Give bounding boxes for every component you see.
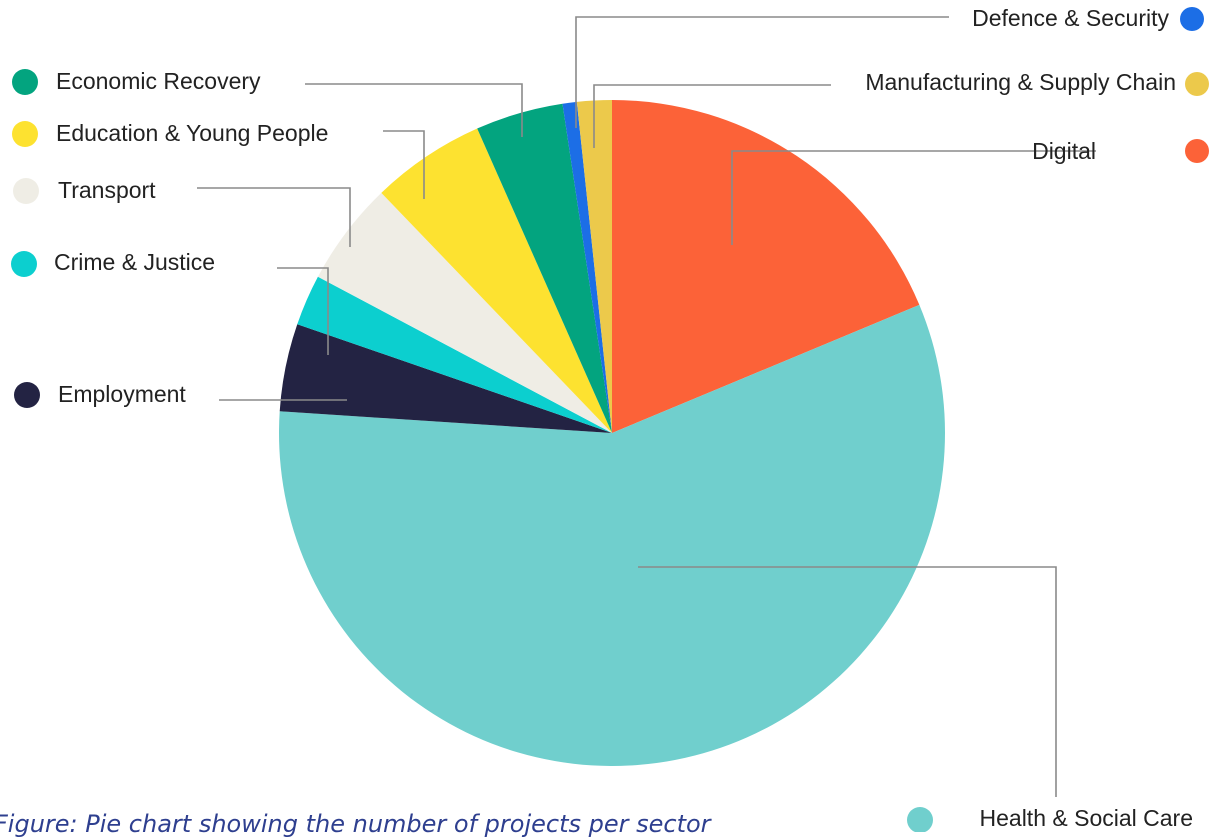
slice-label-digital: Digital (1032, 138, 1096, 164)
leader-line-manufacturing-and-supply-chain (593, 84, 831, 148)
legend-marker-digital (1185, 139, 1209, 163)
leader-lines (197, 16, 1096, 797)
pie-slices (278, 100, 945, 767)
slice-economic-recovery[interactable] (477, 103, 612, 433)
legend-marker-defence-and-security (1180, 7, 1204, 31)
slice-label-crime-and-justice: Crime & Justice (54, 249, 215, 275)
slice-labels: Digital Health & Social Care Employment Cri… (11, 5, 1209, 832)
legend-marker-employment (14, 382, 40, 408)
legend-marker-transport (13, 178, 39, 204)
leader-line-digital (731, 150, 1096, 245)
legend-marker-manufacturing-and-supply-chain (1185, 72, 1209, 96)
leader-line-crime-and-justice (277, 267, 329, 355)
slice-label-employment: Employment (58, 381, 186, 407)
slice-health-and-social-care[interactable] (278, 304, 945, 767)
legend-marker-education-and-young-people (12, 121, 38, 147)
leader-line-defence-and-security (575, 16, 949, 128)
slice-crime-and-justice[interactable] (297, 276, 612, 433)
slice-label-education-and-young-people: Education & Young People (56, 120, 328, 146)
slice-defence-and-security[interactable] (562, 101, 612, 434)
slice-digital[interactable] (612, 100, 920, 433)
figure-caption: Figure: Pie chart showing the number of … (0, 810, 711, 838)
slice-label-transport: Transport (58, 177, 156, 203)
slice-transport[interactable] (317, 192, 612, 433)
slice-label-manufacturing-and-supply-chain: Manufacturing & Supply Chain (865, 69, 1176, 95)
leader-line-education-and-young-people (383, 130, 425, 199)
slice-manufacturing-and-supply-chain[interactable] (576, 100, 612, 433)
slice-label-economic-recovery: Economic Recovery (56, 68, 261, 94)
slice-label-health-and-social-care: Health & Social Care (980, 805, 1194, 831)
legend-marker-economic-recovery (12, 69, 38, 95)
leader-line-health-and-social-care (638, 566, 1057, 797)
leader-line-economic-recovery (305, 83, 523, 137)
slice-education-and-young-people[interactable] (381, 128, 612, 433)
legend-marker-crime-and-justice (11, 251, 37, 277)
legend-marker-health-and-social-care (907, 807, 933, 832)
slice-employment[interactable] (279, 324, 612, 433)
slice-label-defence-and-security: Defence & Security (972, 5, 1169, 31)
leader-line-transport (197, 187, 351, 247)
